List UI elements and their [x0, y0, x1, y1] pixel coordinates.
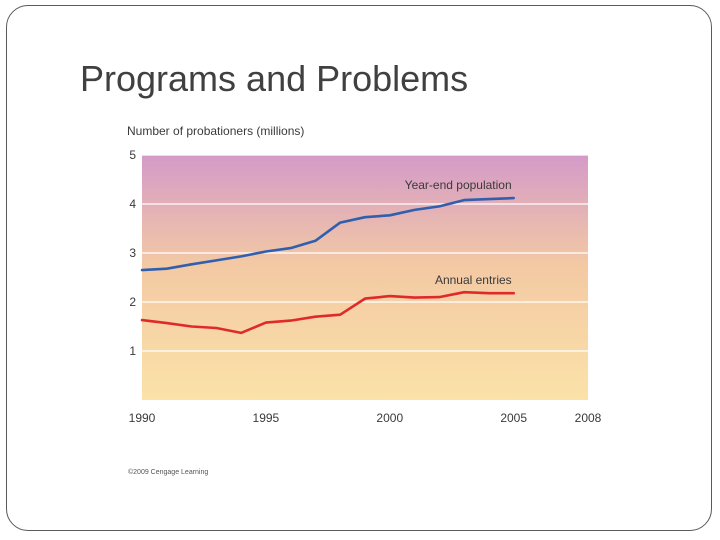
series-label: Year-end population [405, 178, 512, 192]
y-tick-label: 3 [129, 246, 136, 260]
x-tick-label: 1990 [129, 411, 156, 425]
slide-title: Programs and Problems [80, 58, 469, 99]
y-tick-label: 5 [129, 148, 136, 162]
plot-background [142, 155, 588, 400]
copyright-credit: ©2009 Cengage Learning [128, 468, 208, 476]
y-axis-title: Number of probationers (millions) [127, 124, 304, 138]
series-line [140, 290, 516, 335]
series-line [140, 196, 516, 272]
y-tick-label: 4 [129, 197, 136, 211]
x-tick-label: 1995 [253, 411, 280, 425]
series-label: Annual entries [435, 273, 512, 287]
y-tick-label: 2 [129, 295, 136, 309]
x-tick-label: 2000 [376, 411, 403, 425]
x-tick-label: 2005 [500, 411, 527, 425]
y-tick-label: 1 [129, 344, 136, 358]
x-tick-label: 2008 [575, 411, 602, 425]
